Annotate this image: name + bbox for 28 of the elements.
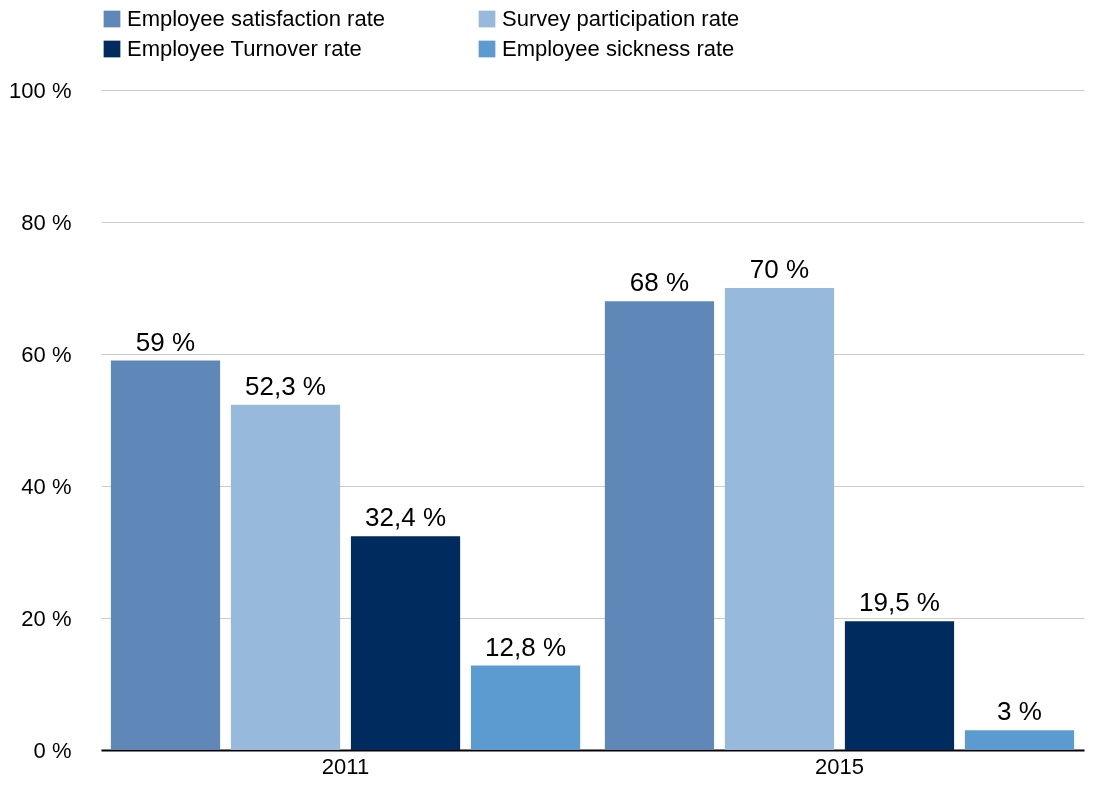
data-label: 3 % (997, 696, 1042, 727)
bar (350, 536, 461, 750)
y-tick-label: 20 % (21, 605, 72, 631)
x-tick-label: 2015 (815, 753, 864, 779)
bar (604, 301, 715, 750)
data-label: 68 % (629, 267, 690, 298)
bar (230, 404, 341, 750)
data-label: 19,5 % (859, 587, 940, 618)
y-tick-label: 100 % (9, 77, 72, 103)
data-label: 70 % (749, 254, 810, 284)
bar (110, 360, 221, 750)
data-label: 52,3 % (245, 370, 326, 401)
x-tick-label: 2011 (321, 753, 370, 779)
data-label: 59 % (135, 326, 196, 357)
y-tick-label: 40 % (21, 473, 72, 499)
legend-label: Survey participation rate (502, 6, 740, 31)
legend-label: Employee sickness rate (502, 36, 735, 61)
data-label: 32,4 % (365, 502, 446, 533)
bar (964, 730, 1075, 750)
y-tick-label: 60 % (21, 341, 72, 367)
y-tick-label: 0 % (33, 737, 72, 763)
bar (844, 621, 955, 750)
bar (470, 665, 581, 750)
legend-label: Employee satisfaction rate (127, 6, 386, 31)
data-label: 12,8 % (485, 631, 567, 662)
legend-label: Employee Turnover rate (127, 36, 362, 61)
bar (724, 288, 835, 750)
y-tick-label: 80 % (21, 209, 72, 235)
